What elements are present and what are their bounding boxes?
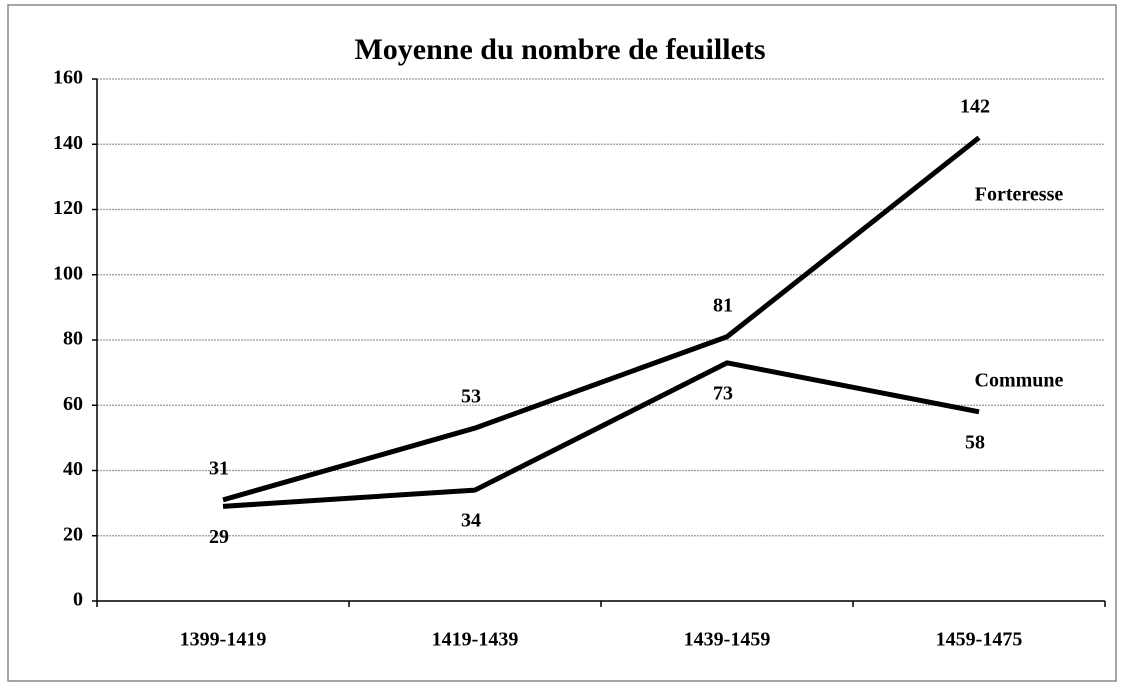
data-label: 142	[960, 95, 990, 117]
y-tick-label: 20	[63, 523, 83, 545]
y-tick-label: 0	[73, 589, 83, 611]
y-tick-label: 120	[53, 197, 83, 219]
y-tick-label: 40	[63, 458, 83, 480]
x-tick-label: 1399-1419	[180, 629, 267, 651]
series-label: Forteresse	[975, 183, 1064, 205]
data-label: 29	[209, 526, 229, 548]
x-tick-label: 1419-1439	[432, 629, 519, 651]
chart-border	[7, 4, 1117, 682]
series-line	[222, 135, 981, 503]
data-label: 53	[461, 386, 481, 408]
series-line	[222, 360, 980, 509]
data-label: 58	[965, 431, 985, 453]
data-label: 31	[209, 457, 229, 479]
chart-title: Moyenne du nombre de feuillets	[354, 33, 765, 66]
y-tick-label: 100	[53, 262, 83, 284]
x-tick-label: 1459-1475	[936, 629, 1023, 651]
data-label: 81	[713, 294, 733, 316]
y-tick-label: 140	[53, 132, 83, 154]
y-tick-label: 80	[63, 328, 83, 350]
data-label: 73	[713, 382, 733, 404]
series-label: Commune	[975, 369, 1064, 391]
x-tick-label: 1439-1459	[684, 629, 771, 651]
data-label: 34	[461, 510, 481, 532]
y-tick-label: 60	[63, 393, 83, 415]
y-tick-label: 160	[53, 67, 83, 89]
